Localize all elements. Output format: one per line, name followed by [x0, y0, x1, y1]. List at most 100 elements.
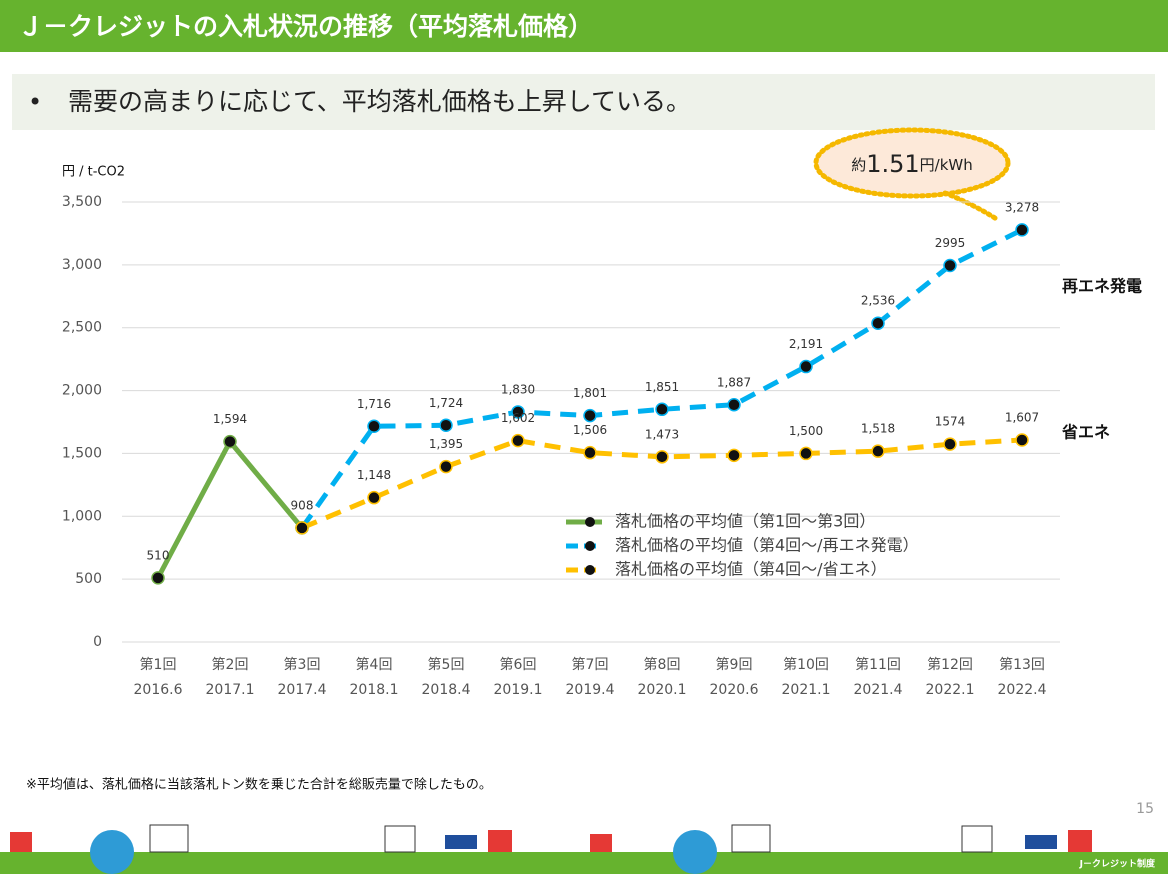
data-label: 3,278 [1005, 200, 1039, 214]
data-label: 1,602 [501, 411, 535, 425]
x-tick-label: 第9回 [716, 656, 753, 673]
x-tick-date: 2022.4 [998, 682, 1047, 698]
marker [1015, 433, 1029, 447]
legend-marker [585, 517, 595, 527]
data-label: 1,607 [1005, 410, 1039, 424]
x-tick-date: 2020.6 [710, 682, 759, 698]
y-tick-label: 3,000 [62, 257, 102, 273]
y-tick-label: 1,000 [62, 508, 102, 524]
marker [223, 434, 237, 449]
data-label: 2,191 [789, 337, 823, 351]
x-tick-label: 第10回 [783, 656, 829, 673]
page-number: 15 [1136, 801, 1154, 817]
x-tick-label: 第13回 [999, 656, 1045, 673]
marker [943, 258, 957, 273]
header-bar [0, 0, 1168, 52]
marker [295, 521, 309, 535]
data-label: 1,830 [501, 382, 535, 396]
x-tick-date: 2020.1 [638, 682, 687, 698]
icon-box [1068, 830, 1092, 852]
icon-factory [731, 824, 771, 853]
data-label: 1,724 [429, 396, 463, 410]
callout-arrow [942, 190, 1001, 223]
marker [727, 448, 741, 463]
callout-value: 1.51 [866, 150, 919, 178]
data-label: 1,148 [357, 468, 391, 482]
y-tick-label: 0 [93, 634, 102, 650]
bullet-dot: • [28, 88, 42, 116]
legend-marker [585, 541, 595, 551]
y-tick-label: 2,500 [62, 320, 102, 336]
marker [871, 444, 885, 458]
marker [583, 408, 597, 423]
legend-label: 落札価格の平均値（第4回～/省エネ） [615, 560, 887, 579]
x-tick-date: 2018.4 [422, 682, 471, 698]
marker [799, 359, 813, 374]
legend-label: 落札価格の平均値（第4回～/再エネ発電） [615, 536, 919, 555]
ground [0, 852, 1168, 874]
data-label: 1574 [935, 415, 966, 429]
x-tick-date: 2022.1 [926, 682, 975, 698]
icon-dome [90, 830, 134, 874]
x-tick-date: 2021.1 [782, 682, 831, 698]
marker [1015, 223, 1029, 237]
icon-solar [445, 835, 477, 849]
x-tick-label: 第2回 [212, 656, 249, 673]
x-tick-label: 第12回 [927, 656, 973, 673]
x-tick-label: 第11回 [855, 656, 901, 673]
x-tick-date: 2018.1 [350, 682, 399, 698]
marker [583, 445, 597, 460]
footnote: ※平均値は、落札価格に当該落札トン数を乗じた合計を総販売量で除したもの。 [26, 777, 492, 793]
data-label: 908 [291, 498, 314, 512]
side-label: 再エネ発電 [1062, 277, 1142, 296]
x-tick-label: 第1回 [140, 656, 177, 673]
data-label: 1,887 [717, 375, 751, 389]
marker [367, 419, 381, 434]
y-tick-label: 2,000 [62, 383, 102, 399]
marker [439, 418, 453, 433]
marker [511, 433, 525, 448]
x-tick-label: 第4回 [356, 656, 393, 673]
marker [439, 459, 453, 474]
icon-house [10, 832, 32, 852]
legend-marker [585, 565, 595, 575]
x-tick-date: 2021.4 [854, 682, 903, 698]
x-tick-label: 第6回 [500, 656, 537, 673]
y-tick-label: 1,500 [62, 445, 102, 461]
icon-box [488, 830, 512, 852]
marker [151, 571, 165, 585]
x-tick-date: 2019.4 [566, 682, 615, 698]
data-label: 1,801 [573, 386, 607, 400]
callout-text: 約1.51円/kWh [851, 150, 973, 178]
icon-factory [149, 824, 189, 853]
data-label: 1,500 [789, 424, 823, 438]
side-label: 省エネ [1061, 423, 1110, 442]
marker [727, 398, 741, 412]
marker [871, 316, 885, 330]
y-axis-label: 円 / t-CO2 [62, 165, 125, 180]
plot: 0 500 1,000 1,500 2,000 2,500 3,000 3,500 第1回 201… [62, 194, 1060, 698]
data-label: 2995 [935, 236, 966, 250]
x-tick-label: 第3回 [284, 656, 321, 673]
brand: J－クレジット制度 [1079, 858, 1156, 870]
icon-building [961, 825, 993, 853]
marker [367, 490, 381, 505]
marker [943, 437, 957, 451]
marker [655, 450, 669, 464]
y-tick-label: 500 [75, 571, 102, 587]
footer-decoration [0, 824, 1168, 874]
y-tick-label: 3,500 [62, 194, 102, 210]
callout-suffix: 円/kWh [920, 156, 973, 174]
icon-house [590, 834, 612, 852]
callout [813, 127, 1011, 199]
marker [799, 446, 813, 461]
marker [511, 405, 525, 419]
data-label: 1,518 [861, 422, 895, 436]
data-label: 510 [147, 548, 170, 562]
x-tick-label: 第8回 [644, 656, 681, 673]
legend-label: 落札価格の平均値（第1回～第3回） [615, 512, 875, 531]
callout-prefix: 約 [851, 156, 866, 174]
marker [655, 402, 669, 417]
x-tick-date: 2016.6 [134, 682, 183, 698]
data-label: 1,506 [573, 423, 607, 437]
